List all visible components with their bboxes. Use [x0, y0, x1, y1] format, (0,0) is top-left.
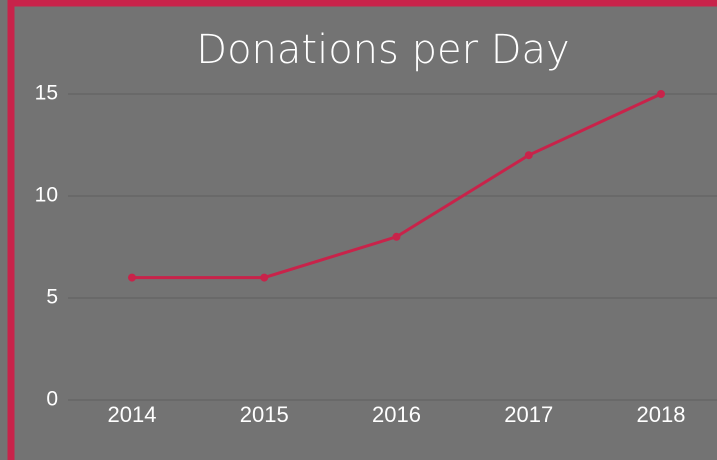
frame-border	[7, 0, 717, 460]
chart-title: Donations per Day	[196, 27, 569, 73]
y-tick-label: 5	[46, 286, 58, 309]
x-tick-label: 2014	[108, 402, 157, 427]
x-tick-label: 2016	[372, 402, 421, 427]
y-tick-label: 0	[46, 388, 58, 411]
x-tick-label: 2017	[504, 402, 553, 427]
x-tick-label: 2018	[637, 402, 686, 427]
y-tick-label: 15	[35, 82, 58, 105]
data-point	[392, 232, 401, 241]
y-tick-label: 10	[35, 184, 58, 207]
data-point	[260, 273, 269, 282]
data-point	[128, 273, 136, 282]
x-tick-label: 2015	[240, 402, 289, 427]
data-point	[657, 90, 665, 98]
data-point	[524, 151, 533, 160]
